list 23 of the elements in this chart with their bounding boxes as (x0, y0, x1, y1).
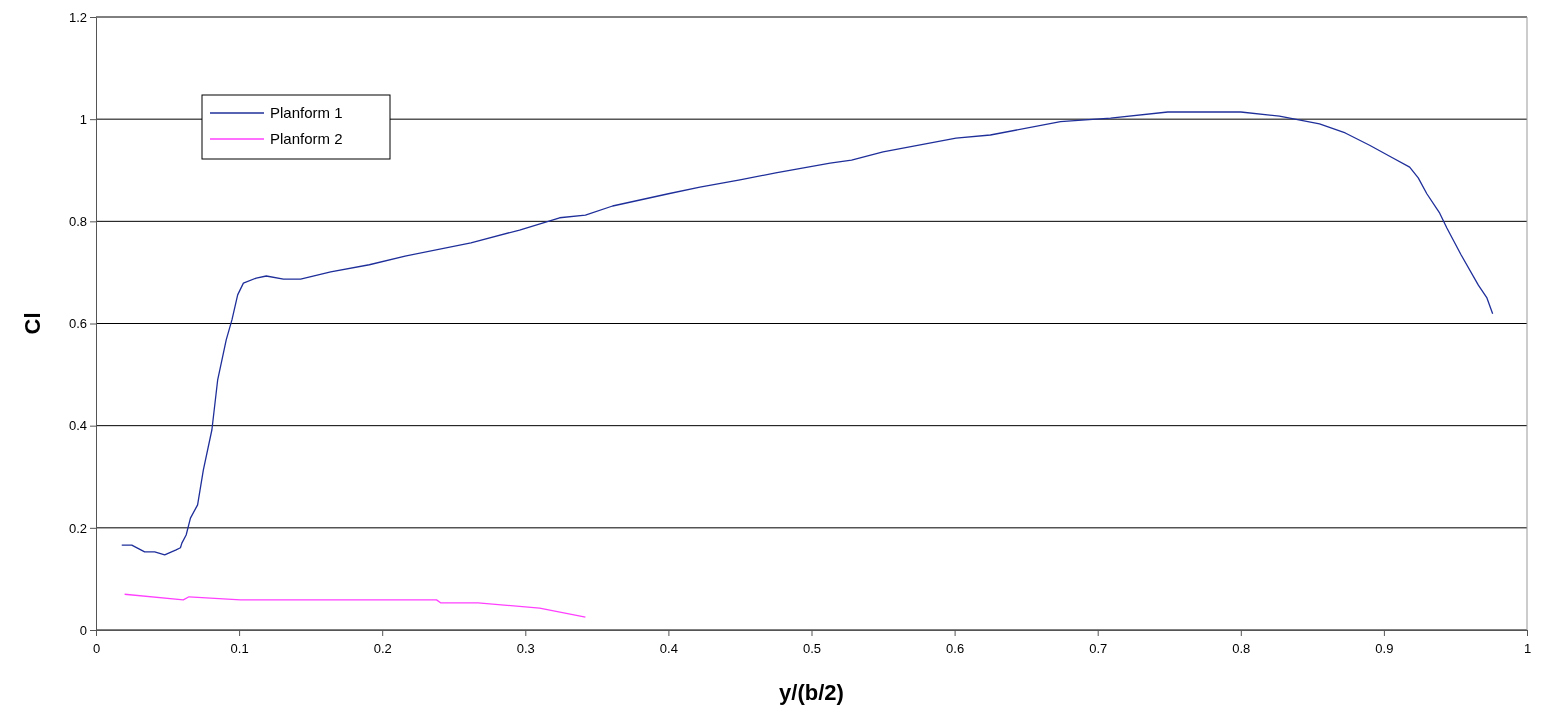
x-tick-label: 0 (92, 641, 101, 657)
y-tick-label: 0.2 (68, 520, 87, 536)
x-tick-label: 0.4 (659, 641, 678, 657)
x-tick-label: 0.5 (802, 641, 822, 657)
legend-label: Planform 1 (270, 104, 343, 122)
y-tick-label: 0 (79, 622, 87, 638)
line-series (123, 593, 587, 618)
y-tick-label: 1.2 (68, 9, 87, 25)
x-tick-label: 0.6 (946, 641, 965, 657)
x-tick-label: 0.1 (230, 641, 249, 657)
y-tick-label: 0.4 (68, 418, 87, 434)
y-axis-title: Cl (20, 312, 45, 335)
x-tick-label: 0.9 (1375, 641, 1394, 657)
x-tick-label: 1 (1523, 641, 1532, 657)
y-tick-label: 0.6 (68, 316, 87, 332)
legend-label: Planform 2 (270, 130, 343, 148)
x-tick-label: 0.8 (1232, 641, 1251, 657)
x-tick-label: 0.7 (1089, 641, 1108, 657)
y-tick-label: 0.8 (68, 213, 87, 229)
x-tick-label: 0.3 (516, 641, 535, 657)
x-tick-label: 0.2 (373, 641, 392, 657)
x-axis-title: y/(b/2) (779, 680, 844, 705)
y-tick-label: 1 (79, 111, 87, 127)
